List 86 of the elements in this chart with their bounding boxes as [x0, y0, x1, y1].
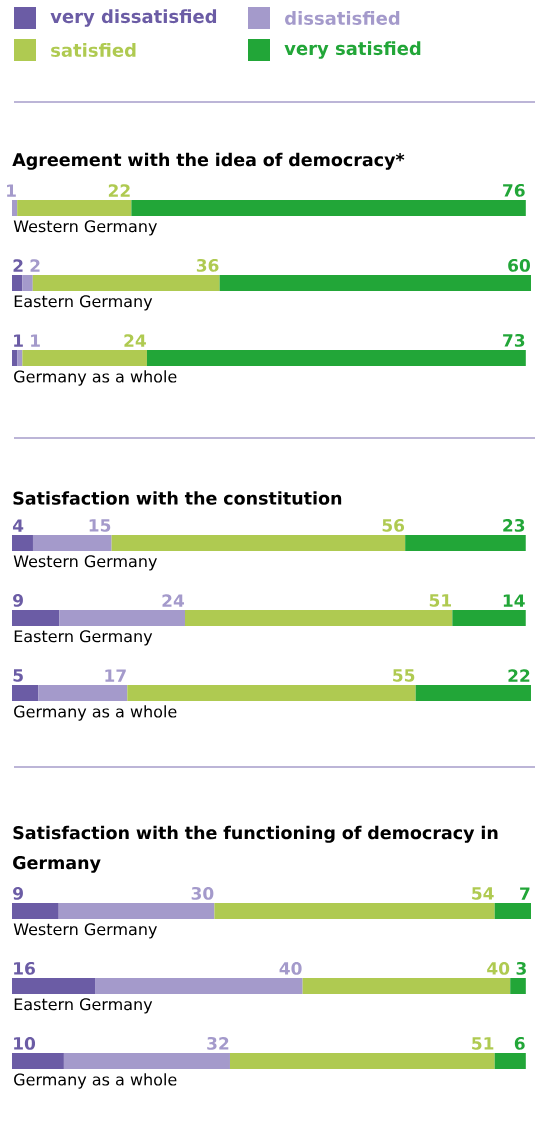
chart-title: Satisfaction with the constitution — [13, 491, 342, 505]
data-label: 17 — [105, 669, 126, 682]
data-label: 9 — [13, 886, 23, 900]
bar — [494, 903, 531, 920]
data-label: 54 — [472, 887, 494, 900]
data-label: 15 — [89, 519, 111, 532]
bar — [17, 200, 132, 217]
bar — [12, 535, 33, 552]
bar — [185, 610, 453, 627]
y-tick-label: Western Germany — [13, 923, 157, 939]
bar — [63, 1053, 230, 1070]
data-label: 30 — [191, 886, 214, 900]
bar — [12, 1053, 64, 1070]
bar — [12, 350, 18, 367]
data-label: 60 — [508, 258, 530, 272]
legend-label: very satisfied — [284, 41, 421, 59]
data-label: 4 — [12, 519, 24, 532]
bar — [111, 535, 406, 552]
bar — [452, 610, 526, 627]
bar — [32, 535, 112, 552]
data-label: 7 — [520, 887, 530, 900]
y-tick-label: Western Germany — [13, 220, 157, 236]
data-label: 32 — [207, 1036, 229, 1050]
bar — [127, 685, 416, 702]
data-label: 73 — [503, 333, 525, 347]
bar — [405, 535, 526, 552]
y-tick-label: Eastern Germany — [14, 998, 153, 1014]
data-label: 24 — [124, 334, 146, 347]
data-label: 6 — [514, 1036, 525, 1050]
y-tick-label: Western Germany — [13, 555, 157, 571]
y-tick-label: Germany as a whole — [14, 1073, 177, 1089]
bar — [415, 685, 531, 702]
bar — [22, 275, 33, 292]
bar — [229, 1053, 495, 1070]
bar — [12, 978, 96, 995]
y-tick-label: Eastern Germany — [14, 295, 153, 311]
bar — [32, 275, 220, 292]
data-label: 16 — [14, 961, 35, 975]
data-label: 55 — [393, 669, 415, 682]
bar — [214, 903, 495, 920]
bar — [95, 978, 303, 995]
data-label: 36 — [196, 258, 219, 272]
data-label: 1 — [7, 184, 16, 197]
bar — [12, 903, 59, 920]
data-label: 51 — [429, 594, 451, 607]
bar — [12, 275, 23, 292]
data-label: 24 — [162, 594, 185, 607]
data-label: 22 — [508, 669, 530, 682]
data-label: 56 — [382, 518, 405, 532]
data-label: 1 — [14, 334, 23, 347]
data-label: 2 — [30, 259, 40, 272]
legend-label: very dissatisfied — [50, 9, 217, 27]
bar — [17, 350, 23, 367]
bar — [38, 685, 128, 702]
data-label: 76 — [503, 183, 525, 197]
bar — [58, 903, 215, 920]
data-label: 40 — [279, 961, 302, 975]
data-label: 22 — [108, 184, 130, 197]
data-label: 40 — [487, 961, 510, 975]
data-label: 3 — [516, 961, 526, 975]
chart-title: Satisfaction with the functioning of democracy in Germany — [13, 825, 498, 873]
data-label: 9 — [13, 593, 23, 607]
data-label: 14 — [503, 594, 525, 607]
bar — [59, 610, 185, 627]
bar — [12, 685, 39, 702]
bar — [146, 350, 526, 367]
bar — [510, 978, 526, 995]
bar — [131, 200, 526, 217]
bar — [219, 275, 531, 292]
legend-label: satisfied — [51, 43, 136, 57]
bar — [494, 1053, 526, 1070]
data-label: 5 — [13, 669, 23, 682]
bar — [12, 200, 18, 217]
chart-title: Agreement with the idea of democracy* — [12, 152, 405, 170]
y-tick-label: Eastern Germany — [14, 630, 153, 646]
legend-label: dissatisfied — [285, 11, 400, 25]
bar — [12, 610, 60, 627]
data-label: 10 — [14, 1036, 36, 1050]
data-label: 2 — [13, 259, 23, 272]
data-label: 23 — [503, 518, 525, 532]
data-label: 51 — [472, 1037, 494, 1050]
data-label: 1 — [31, 334, 40, 347]
bar — [22, 350, 147, 367]
y-tick-label: Germany as a whole — [14, 370, 177, 386]
y-tick-label: Germany as a whole — [14, 705, 177, 721]
bar — [302, 978, 511, 995]
